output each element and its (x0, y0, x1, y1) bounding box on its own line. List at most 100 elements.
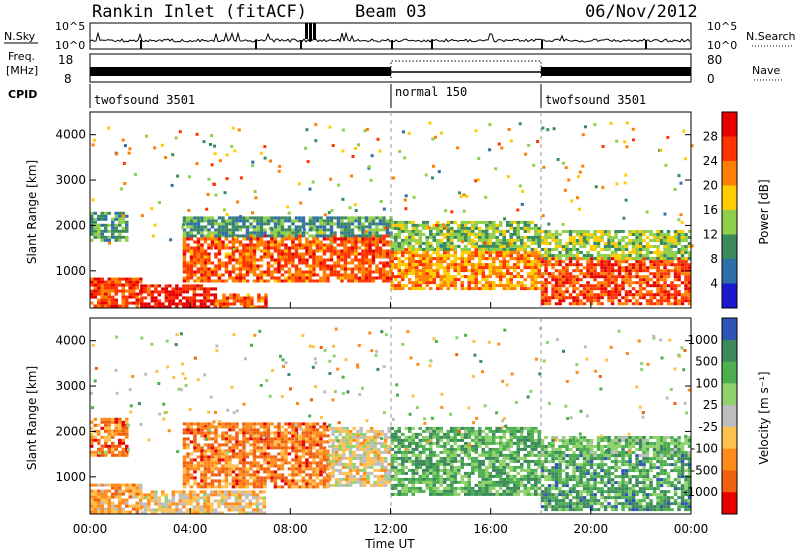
power-cell (610, 242, 615, 245)
power-scatter-cell (298, 182, 301, 186)
power-scatter-cell (431, 246, 435, 250)
power-cell (439, 223, 443, 227)
velocity-cell (319, 440, 323, 444)
velocity-cell (383, 441, 388, 445)
velocity-cell (207, 431, 211, 435)
power-cell (401, 238, 405, 242)
velocity-cell (161, 505, 165, 509)
power-cell (677, 275, 681, 279)
velocity-cell (345, 465, 349, 469)
power-cell (575, 299, 580, 303)
power-cell (189, 225, 194, 229)
power-cell (502, 266, 506, 270)
velocity-cell (256, 479, 260, 483)
power-cell (488, 266, 492, 270)
velocity-cell (157, 508, 162, 512)
velocity-cell (235, 464, 239, 468)
power-colorbar-segment (722, 112, 737, 137)
power-cell (523, 263, 527, 267)
power-scatter-cell (195, 132, 199, 136)
power-cell (446, 238, 450, 242)
power-cell (263, 219, 267, 223)
velocity-cell (259, 479, 264, 483)
velocity-cell (390, 456, 394, 460)
velocity-cell (348, 465, 353, 469)
power-cell (347, 222, 351, 226)
velocity-cell (228, 455, 232, 459)
power-cell (280, 243, 285, 247)
velocity-cell (214, 449, 218, 453)
power-cell (140, 296, 144, 300)
velocity-cell (242, 428, 246, 432)
power-cell (411, 257, 415, 261)
power-cell (118, 238, 122, 242)
velocity-cell (280, 464, 285, 468)
power-scatter-cell (314, 139, 318, 143)
power-cell (534, 287, 538, 291)
velocity-cell (100, 417, 104, 421)
power-cell (385, 243, 390, 247)
power-cell (385, 264, 390, 268)
power-cell (628, 254, 632, 257)
power-cell (287, 252, 292, 256)
power-cell (418, 284, 422, 288)
velocity-cell (182, 473, 187, 477)
velocity-cell (217, 422, 222, 426)
power-cell (631, 287, 636, 291)
velocity-cell (245, 470, 250, 474)
power-cell (429, 278, 433, 282)
velocity-cell (139, 486, 143, 490)
velocity-cell (277, 431, 281, 435)
velocity-cell (287, 482, 292, 486)
velocity-cell (143, 502, 148, 506)
power-cell (280, 234, 285, 238)
power-cell (474, 284, 478, 288)
velocity-cell (224, 434, 229, 438)
velocity-cell (200, 446, 204, 450)
power-cell (481, 266, 485, 270)
power-cell (294, 243, 299, 247)
power-cell (492, 266, 496, 270)
power-cell (371, 237, 376, 241)
velocity-cell (238, 508, 242, 512)
power-cell (235, 261, 239, 265)
power-cell (118, 214, 122, 218)
velocity-cell (308, 461, 313, 465)
velocity-cell (294, 440, 299, 444)
velocity-cell (355, 435, 360, 439)
power-cell (673, 278, 678, 282)
velocity-cell (147, 502, 151, 506)
power-cell (236, 299, 240, 303)
power-scatter-cell (207, 177, 211, 181)
power-cell (471, 229, 475, 233)
power-cell (245, 255, 250, 259)
power-scatter-cell (91, 198, 95, 202)
power-cell (132, 283, 136, 287)
power-cell (446, 269, 450, 273)
power-cell (596, 302, 601, 306)
power-cell (485, 244, 489, 248)
power-cell (600, 296, 604, 300)
power-cell (422, 241, 426, 245)
velocity-cell (315, 470, 320, 474)
power-cell (171, 290, 176, 294)
power-cell (677, 260, 681, 264)
power-cell (322, 264, 327, 268)
velocity-cell (238, 440, 243, 444)
power-cell (107, 292, 111, 296)
velocity-cell (308, 473, 313, 477)
power-cell (471, 269, 475, 273)
power-cell (544, 287, 548, 291)
velocity-cell (322, 449, 327, 453)
power-cell (565, 263, 569, 267)
velocity-cell (301, 437, 306, 441)
power-cell (207, 219, 211, 223)
velocity-cell (161, 511, 165, 515)
power-cell (203, 258, 208, 262)
power-cell (189, 284, 193, 288)
power-cell (270, 273, 274, 277)
power-cell (481, 251, 485, 255)
velocity-cell (301, 464, 306, 468)
power-cell (649, 260, 653, 264)
power-cell (100, 280, 104, 284)
